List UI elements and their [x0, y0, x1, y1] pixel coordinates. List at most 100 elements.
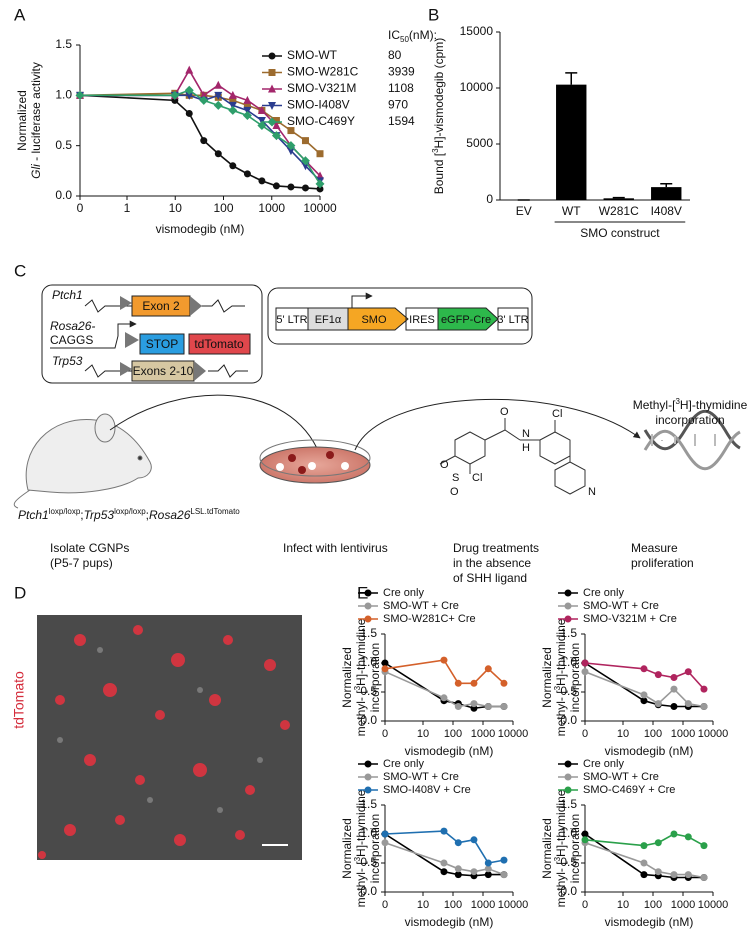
series-line [79, 92, 321, 155]
y-label-line: 3 [353, 685, 362, 690]
step: Measure [631, 541, 678, 555]
x-tick-label: 100 [644, 728, 662, 740]
marker [684, 700, 692, 708]
marker [670, 674, 678, 681]
y-axis-label: Bound [3H]-vismodegib (cpm) [431, 38, 446, 195]
x-tick-label: 1000 [258, 201, 285, 215]
header-part: 50 [400, 35, 409, 44]
marker [484, 703, 492, 710]
legend-label: Cre only [383, 758, 424, 770]
marker [214, 80, 223, 89]
marker [500, 703, 508, 710]
y-tick-label: 1.0 [560, 655, 577, 669]
atom: S [452, 472, 459, 484]
marker [364, 773, 372, 781]
panel-label: B [428, 5, 439, 24]
y-tick-label: 15000 [460, 24, 494, 38]
atom: O [450, 486, 459, 498]
dna [643, 409, 741, 471]
arrow [354, 398, 641, 451]
x-tick-label: 10000 [698, 899, 729, 911]
molecule [439, 418, 586, 495]
y-tick-label: 0.5 [560, 855, 577, 869]
x-tick-label: 0 [582, 899, 588, 911]
y-label-line: 3 [353, 856, 362, 861]
y-label-line: incorporation [368, 814, 382, 883]
y-label-line: 3 [553, 856, 562, 861]
marker [242, 110, 252, 120]
step: Isolate CGNPs [50, 541, 129, 555]
marker [316, 185, 324, 193]
cassette-label: tdTomato [194, 337, 244, 351]
atom: Cl [472, 472, 482, 484]
loxp [194, 361, 206, 381]
y-axis-label: Normalizedmethyl- [3H]-thymidineincorpor… [340, 618, 382, 736]
y-label-line: methyl- [ [554, 861, 568, 908]
atom: H [522, 442, 530, 454]
box [41, 284, 263, 384]
ltr [497, 307, 529, 331]
allele-name: Trp53 [52, 354, 83, 368]
x-tick-label: 10 [617, 728, 629, 740]
y-label-line: methyl- [ [354, 690, 368, 737]
marker [640, 691, 648, 699]
y-tick-label: 0.0 [360, 884, 377, 898]
y-label-line: 3 [553, 685, 562, 690]
x-tick-label: 10000 [698, 728, 729, 740]
marker [272, 117, 280, 124]
marker [185, 109, 193, 117]
y-tick-label: 1.0 [360, 655, 377, 669]
legend-label: SMO-I408V + Cre [383, 784, 471, 796]
marker [640, 842, 648, 850]
marker [564, 773, 572, 781]
marker [199, 90, 208, 99]
marker [268, 52, 276, 60]
series-line [384, 659, 505, 685]
legend-label: Cre only [383, 587, 424, 599]
marker [454, 679, 462, 687]
y-label-line: Normalized [340, 647, 354, 708]
panel-label: C [14, 261, 26, 280]
marker [243, 170, 251, 178]
marker [258, 177, 266, 185]
ic50-value: 1594 [388, 114, 415, 128]
legend-label: SMO-W281C [287, 65, 359, 79]
marker [564, 760, 572, 768]
series-line [79, 94, 321, 190]
y-label-line: Normalized [340, 818, 354, 879]
marker [268, 84, 276, 93]
box [267, 287, 533, 345]
genotype: Ptch1loxp/loxp;Trp53loxp/loxp;Rosa26LSL.… [18, 507, 240, 522]
marker [454, 865, 462, 873]
y-label-line: H]-thymidine [354, 618, 368, 686]
x-tick-label: 100 [213, 201, 233, 215]
cassette-label: STOP [146, 337, 178, 351]
legend-label: Cre only [583, 758, 624, 770]
marker [228, 105, 238, 115]
allele-name: Ptch1 [52, 288, 83, 302]
header-part: (nM): [409, 28, 437, 42]
allele-name: CAGGS [50, 333, 93, 347]
y-tick-label: 0.5 [55, 138, 72, 152]
vector-part: SMO [361, 314, 387, 326]
marker [581, 668, 589, 676]
bar [651, 187, 682, 200]
marker [470, 700, 478, 708]
marker [581, 830, 589, 838]
x-tick-label: 0 [382, 899, 388, 911]
series-line [384, 830, 505, 864]
marker [364, 589, 372, 597]
marker [214, 150, 222, 158]
y-axis-label: NormalizedGli - luciferase activity [15, 62, 43, 179]
marker [440, 827, 448, 835]
ic50-value: 970 [388, 98, 408, 112]
marker [229, 162, 237, 170]
y-tick-label: 10000 [460, 80, 494, 94]
legend-label: SMO-C469Y [287, 114, 355, 128]
marker [286, 147, 295, 156]
marker [454, 871, 462, 879]
series-line [80, 94, 321, 182]
legend-label: SMO-W281C+ Cre [383, 613, 476, 625]
marker [470, 836, 478, 844]
y-tick-label: 0.5 [360, 855, 377, 869]
